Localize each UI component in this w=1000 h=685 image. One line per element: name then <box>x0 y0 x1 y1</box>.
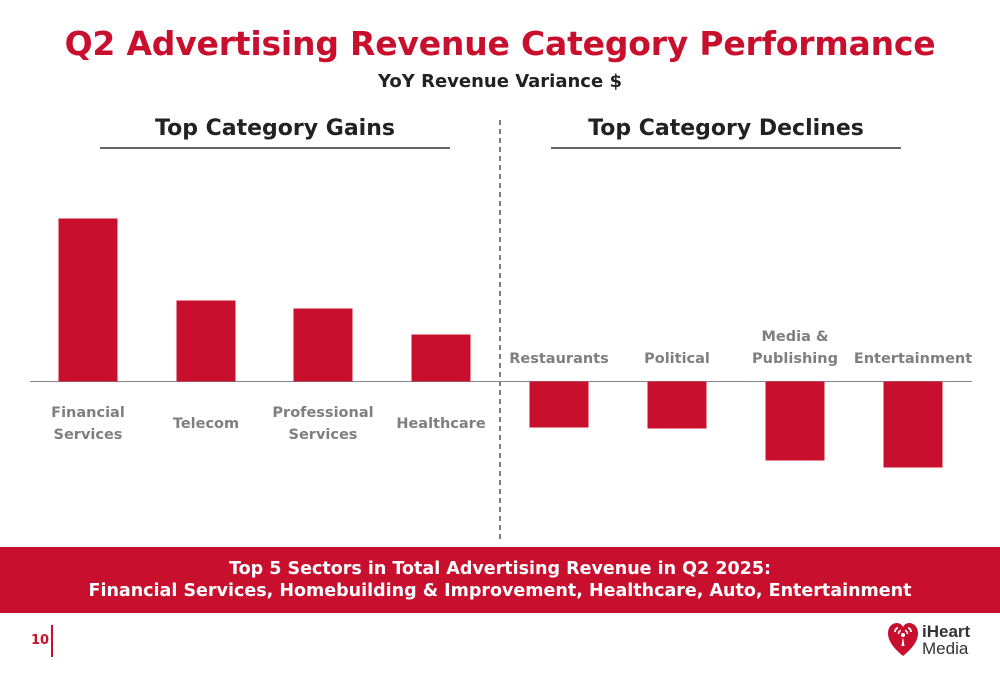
banner-line-1: Top 5 Sectors in Total Advertising Reven… <box>228 559 772 579</box>
page-subtitle: YoY Revenue Variance $ <box>378 71 622 92</box>
bar-chart: Financial Services Telecom Professional Serv… <box>30 120 972 540</box>
bar-telecom <box>176 300 236 382</box>
category-label-telecom: Telecom <box>173 416 239 432</box>
iheart-logo-text: iHeart Media <box>922 623 970 657</box>
category-label-entertainment: Entertainment <box>854 351 972 367</box>
category-label-healthcare: Healthcare <box>396 416 486 432</box>
category-label-media-publishing: Media & Publishing <box>752 329 838 367</box>
bar-healthcare <box>411 334 471 382</box>
category-label-professional-services: Professional Services <box>272 405 373 443</box>
page-title: Q2 Advertising Revenue Category Performa… <box>64 24 936 63</box>
category-label-restaurants: Restaurants <box>509 351 609 367</box>
bar-entertainment <box>883 381 943 468</box>
bar-professional-services <box>293 308 353 382</box>
bar-political <box>647 381 707 429</box>
bar-media-publishing <box>765 381 825 461</box>
section-header-gains: Top Category Gains <box>100 116 450 149</box>
logo-word-2: Media <box>922 639 969 658</box>
category-label-financial-services: Financial Services <box>51 405 125 443</box>
bar-financial-services <box>58 218 118 382</box>
page-number-divider <box>51 625 53 657</box>
top-sectors-banner: Top 5 Sectors in Total Advertising Reven… <box>0 547 1000 613</box>
bar-restaurants <box>529 381 589 428</box>
banner-line-2: Financial Services, Homebuilding & Impro… <box>88 581 912 601</box>
section-header-declines: Top Category Declines <box>551 116 901 149</box>
category-label-political: Political <box>644 351 710 367</box>
page-number: 10 <box>31 633 50 648</box>
logo-word-1: iHeart <box>922 622 971 641</box>
iheart-logo-icon <box>888 623 918 656</box>
